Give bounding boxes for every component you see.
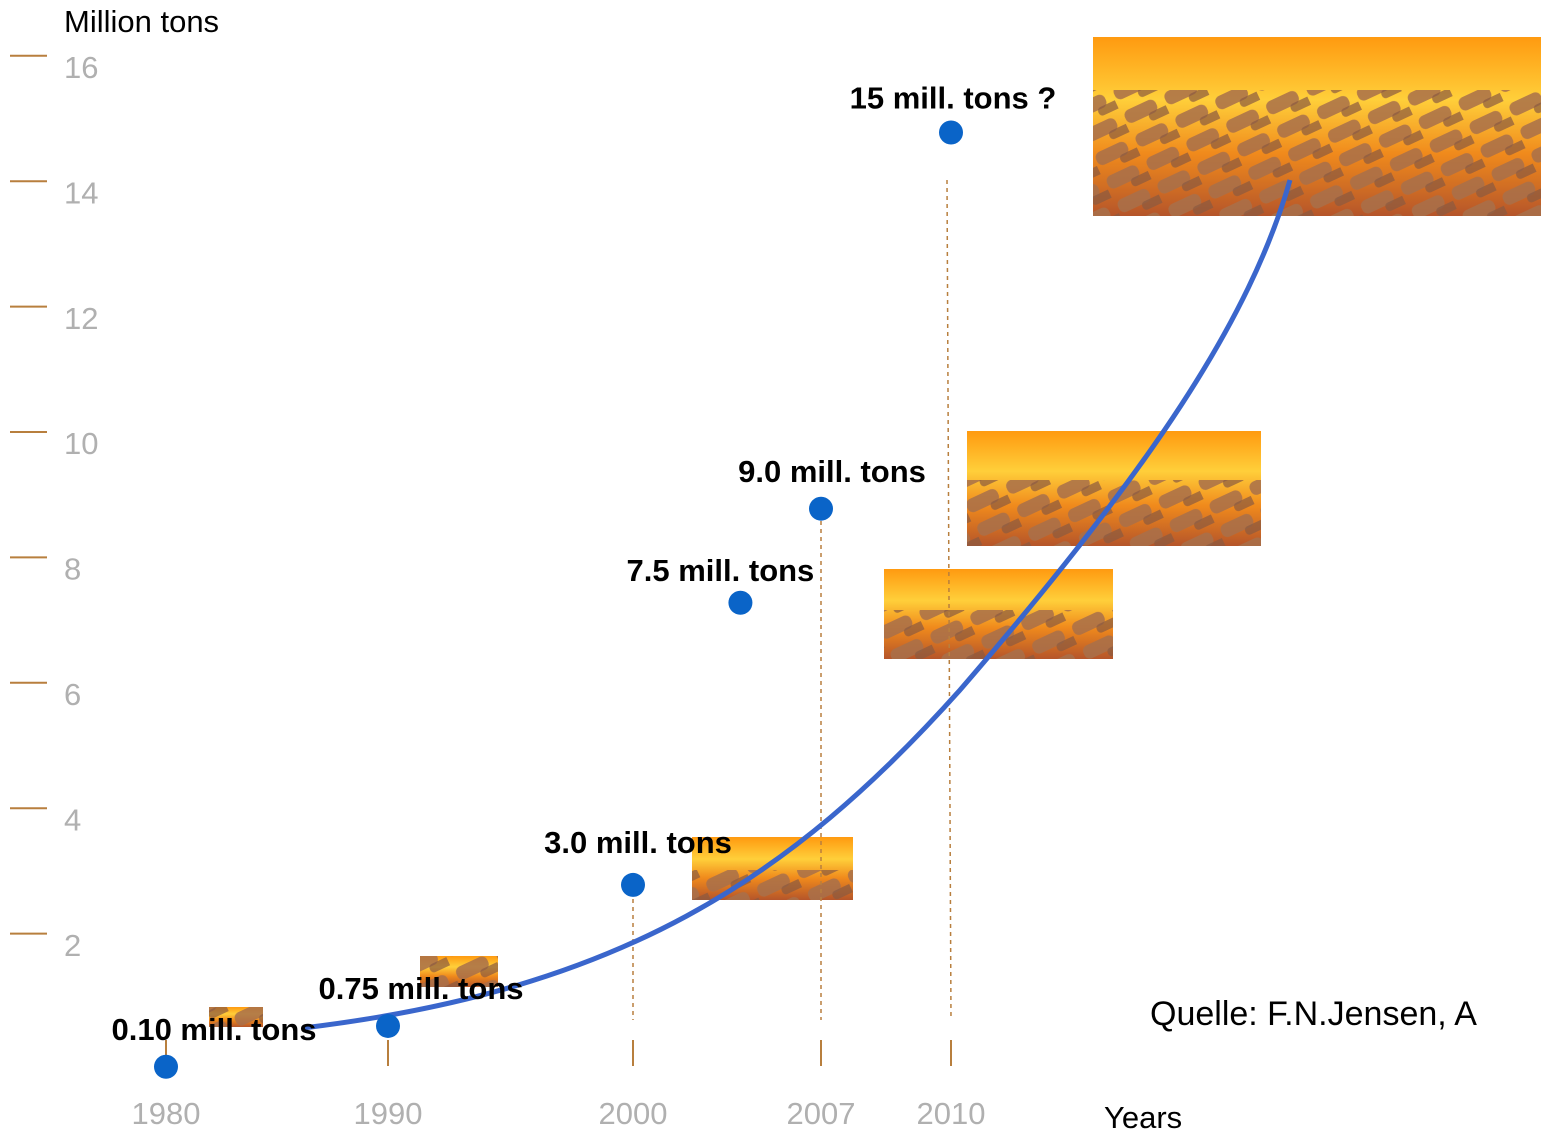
y-tick-label: 4 <box>64 802 81 837</box>
point <box>939 120 963 145</box>
point <box>728 590 753 615</box>
fire-image-pellets <box>967 480 1261 546</box>
value-label: 3.0 mill. tons <box>544 825 732 860</box>
y-tick-label: 10 <box>64 426 98 461</box>
fire-image-pellets <box>1093 90 1541 216</box>
point <box>154 1054 178 1079</box>
y-tick-label: 2 <box>64 928 81 963</box>
y-tick-label: 14 <box>64 175 98 210</box>
fire-image-pellets <box>884 610 1113 659</box>
y-tick-label: 16 <box>64 50 98 85</box>
fire-image-pellets <box>420 956 498 987</box>
y-tick-label: 12 <box>64 301 98 336</box>
y-tick-label: 8 <box>64 552 81 587</box>
fire-image-pellets <box>692 870 853 900</box>
x-tick-label: 2007 <box>787 1096 856 1131</box>
value-label: 9.0 mill. tons <box>738 454 926 489</box>
x-axis-title: Years <box>1104 1100 1182 1135</box>
fire-image-pellets <box>209 1007 263 1027</box>
x-tick-label: 2000 <box>599 1096 668 1131</box>
x-tick-label: 1980 <box>132 1096 201 1131</box>
point <box>376 1013 400 1038</box>
x-tick-label: 2010 <box>917 1096 986 1131</box>
value-label: 0.75 mill. tons <box>318 971 523 1006</box>
y-tick-label: 6 <box>64 677 81 712</box>
value-label: 0.10 mill. tons <box>111 1012 316 1047</box>
y-axis-title: Million tons <box>64 4 219 39</box>
x-tick-label: 1990 <box>354 1096 423 1131</box>
drop-lines <box>632 179 952 1021</box>
point <box>809 496 833 521</box>
fire-images <box>209 37 1541 1027</box>
value-label: 15 mill. tons ? <box>850 81 1057 116</box>
trend-curve <box>302 179 1293 1031</box>
source-note: Quelle: F.N.Jensen, A <box>1150 995 1477 1033</box>
point <box>621 872 645 897</box>
value-label: 7.5 mill. tons <box>627 553 815 588</box>
